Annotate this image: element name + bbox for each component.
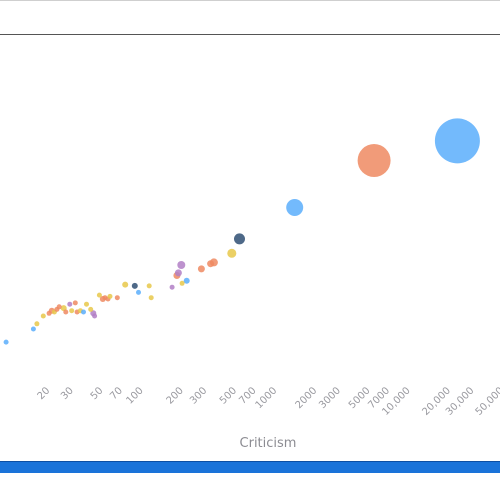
x-tick-label: 30 <box>59 385 76 402</box>
data-point[interactable] <box>122 281 129 288</box>
x-tick-label: 50 <box>89 385 106 402</box>
data-point[interactable] <box>92 313 98 319</box>
data-point[interactable] <box>227 248 237 258</box>
data-point[interactable] <box>131 282 138 289</box>
x-tick-label: 300 <box>188 385 209 406</box>
data-point[interactable] <box>169 284 175 290</box>
x-tick-label: 70 <box>108 385 125 402</box>
bottom-accent-bar <box>0 461 500 473</box>
x-axis-title: Criticism <box>240 436 297 451</box>
data-point[interactable] <box>96 292 102 298</box>
x-tick-label: 3000 <box>317 385 343 411</box>
data-point[interactable] <box>67 301 73 307</box>
data-point[interactable] <box>30 326 36 332</box>
scatter-chart: 20 30 50 70 100 200 300 500 700 1000 2000 3000 5000 7… <box>0 35 500 460</box>
x-tick-label: 1000 <box>254 385 280 411</box>
data-point[interactable] <box>114 295 120 301</box>
bottom-toolbar <box>0 461 500 500</box>
data-point[interactable] <box>197 265 205 273</box>
x-tick-label: 200 <box>165 385 186 406</box>
data-point[interactable] <box>63 309 69 315</box>
data-point[interactable] <box>107 293 113 299</box>
data-point[interactable] <box>88 306 94 312</box>
data-point[interactable] <box>34 321 40 327</box>
data-point[interactable] <box>148 295 154 301</box>
data-point[interactable] <box>183 277 190 284</box>
x-tick-label: 2000 <box>294 385 320 411</box>
data-point[interactable] <box>179 280 185 286</box>
data-point[interactable] <box>434 118 480 164</box>
x-tick-label: 500 <box>218 385 239 406</box>
data-point[interactable] <box>136 289 141 295</box>
data-point[interactable] <box>146 283 152 289</box>
data-point[interactable] <box>234 233 245 245</box>
x-tick-label: 5000 <box>347 385 373 411</box>
data-point[interactable] <box>286 199 304 216</box>
points-layer <box>3 118 480 345</box>
top-panel-strip <box>0 0 500 35</box>
x-tick-label: 20 <box>36 385 53 402</box>
data-point[interactable] <box>207 260 215 268</box>
data-point[interactable] <box>40 313 46 319</box>
data-point[interactable] <box>357 144 391 177</box>
data-point[interactable] <box>3 339 9 345</box>
data-point[interactable] <box>84 301 89 307</box>
data-point[interactable] <box>72 300 78 306</box>
data-point[interactable] <box>56 304 62 310</box>
x-tick-label: 100 <box>124 385 145 406</box>
data-point[interactable] <box>81 309 86 315</box>
data-point[interactable] <box>177 261 186 269</box>
x-tick-label: 50,000 <box>474 385 500 418</box>
data-point[interactable] <box>174 269 182 277</box>
data-point[interactable] <box>69 308 75 314</box>
data-point[interactable] <box>46 310 52 316</box>
